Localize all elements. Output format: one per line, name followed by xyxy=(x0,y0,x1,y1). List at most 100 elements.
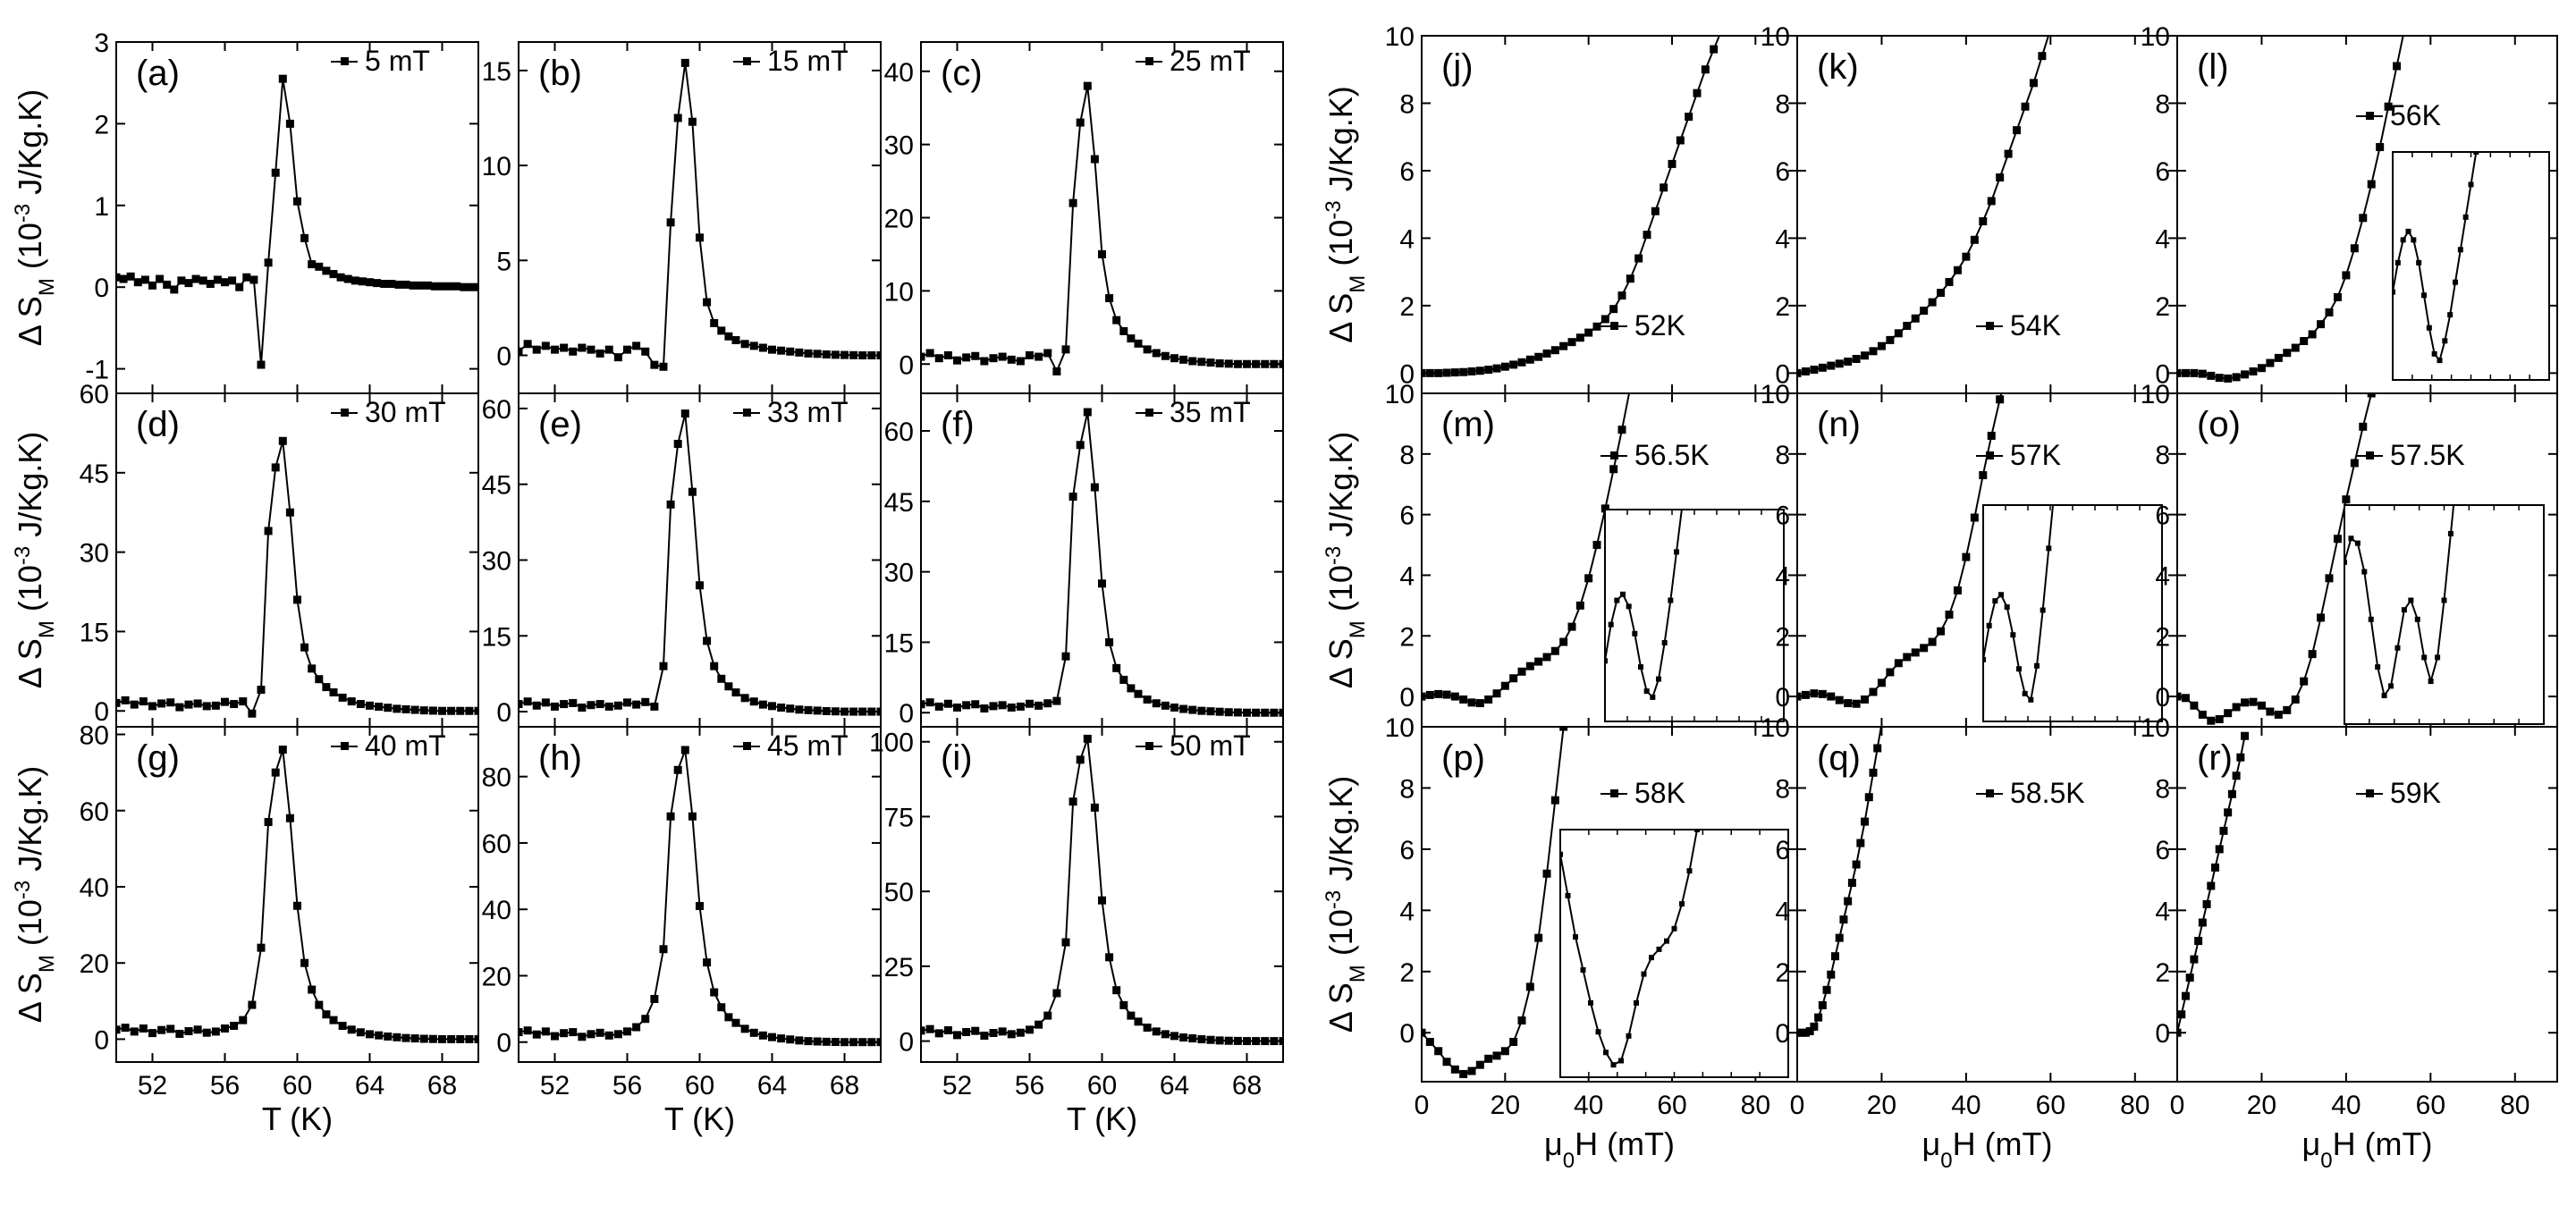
series-n-point xyxy=(1920,644,1929,653)
series-a-point xyxy=(133,278,142,287)
inset-series-p-point xyxy=(1603,1050,1609,1056)
inset-series-m-point xyxy=(1692,404,1697,409)
series-a-point xyxy=(387,280,396,289)
series-p-point xyxy=(1450,1065,1459,1074)
y-tick-label-l: 8 xyxy=(2155,89,2170,119)
y-tick-label-h: 40 xyxy=(482,896,511,925)
series-k-point xyxy=(1827,361,1836,370)
series-d-point xyxy=(410,705,419,714)
series-a-point xyxy=(264,258,273,267)
series-m-point xyxy=(1542,653,1551,662)
y-tick-label-r: 4 xyxy=(2155,897,2170,926)
y-tick-label-l: 6 xyxy=(2155,157,2170,187)
series-h-point xyxy=(587,1030,595,1039)
series-b-point xyxy=(786,347,795,356)
series-g-point xyxy=(116,1025,121,1034)
y-tick-label-p: 0 xyxy=(1399,1019,1415,1049)
y-label-delta-s: Δ S xyxy=(1322,293,1359,343)
series-h-point xyxy=(749,1028,758,1037)
y-tick-label-l: 0 xyxy=(2155,359,2170,389)
series-p-point xyxy=(1422,1028,1426,1037)
series-c-point xyxy=(971,351,980,360)
series-c-point xyxy=(934,354,943,363)
series-j-point xyxy=(1475,367,1484,375)
series-h-point xyxy=(703,958,712,967)
series-d-point xyxy=(393,704,401,713)
x-tick-label-p: 0 xyxy=(1415,1091,1430,1120)
legend-marker-h xyxy=(743,742,751,750)
series-e-point xyxy=(858,707,867,716)
series-p-point xyxy=(1442,1058,1451,1066)
series-m-point xyxy=(1609,465,1618,474)
series-q-point xyxy=(1877,727,1886,729)
inset-series-l-point xyxy=(2453,279,2458,285)
series-h-point xyxy=(523,1026,532,1035)
series-o-point xyxy=(2215,715,2224,724)
panel-g: 0 20 40 60 80 52 56 60 64 68 T (K) Δ SM (10-3 J/Kg.… xyxy=(11,721,479,1137)
series-q-point xyxy=(1839,915,1848,924)
series-j-point xyxy=(1500,362,1509,371)
series-c-point xyxy=(1261,359,1270,368)
series-k-point xyxy=(1979,217,1988,226)
y-label-delta-s: Δ S xyxy=(12,296,48,346)
series-g-point xyxy=(257,943,266,952)
series-b-point xyxy=(551,345,559,354)
x-tick-label-i: 64 xyxy=(1160,1071,1189,1100)
series-g-point xyxy=(356,1028,365,1037)
series-e-point xyxy=(551,702,559,711)
y-tick-label-h: 20 xyxy=(482,962,511,991)
x-label-mu: μ xyxy=(1544,1125,1563,1162)
inset-series-p-point xyxy=(1649,955,1654,961)
series-j-point xyxy=(1459,367,1468,376)
series-d-point xyxy=(257,686,266,695)
inset-series-m-point xyxy=(1614,597,1620,603)
x-tick-label-r: 40 xyxy=(2331,1091,2361,1120)
y-label-open: (10 xyxy=(12,899,48,955)
series-j-point xyxy=(1542,349,1551,358)
series-g-point xyxy=(384,1032,393,1041)
series-p-point xyxy=(1525,982,1534,991)
series-g-point xyxy=(308,985,317,994)
x-label-subscript: 0 xyxy=(1563,1149,1575,1173)
series-l-point xyxy=(2291,343,2300,352)
series-p-point xyxy=(1517,1016,1526,1025)
series-a-point xyxy=(257,360,266,369)
legend-marker-g xyxy=(341,742,349,750)
series-a-point xyxy=(177,276,186,285)
series-e-point xyxy=(613,701,622,710)
series-e-line xyxy=(519,413,881,713)
series-a-point xyxy=(221,278,229,287)
series-k-point xyxy=(1953,266,1962,274)
y-tick-label-f: 0 xyxy=(899,699,914,729)
inset-series-l-point xyxy=(2426,325,2432,331)
x-tick-label-h: 68 xyxy=(830,1071,859,1100)
series-i-point xyxy=(962,1028,971,1037)
inset-series-n-point xyxy=(2046,545,2052,552)
series-b-point xyxy=(696,233,704,242)
series-p-line xyxy=(1422,727,1565,1075)
inset-series-p-point xyxy=(1610,1062,1617,1068)
series-j-point xyxy=(1710,45,1719,54)
series-a-point xyxy=(184,279,193,288)
series-o-point xyxy=(2232,703,2241,712)
series-a-point xyxy=(228,276,237,285)
series-g-point xyxy=(428,1034,437,1043)
legend-marker-m xyxy=(1610,451,1618,459)
series-d-point xyxy=(139,697,148,706)
legend-label-i: 50 mT xyxy=(1170,729,1251,762)
y-tick-label-k: 8 xyxy=(1775,89,1790,119)
x-tick-label-i: 56 xyxy=(1015,1071,1044,1100)
y-tick-label-h: 0 xyxy=(496,1029,511,1058)
y-tick-label-a: 2 xyxy=(94,110,109,139)
series-j-point xyxy=(1651,207,1660,215)
y-tick-label-r: 6 xyxy=(2155,836,2170,865)
series-k-point xyxy=(1869,347,1878,356)
series-e-point xyxy=(822,706,831,715)
series-a-point xyxy=(140,275,149,284)
y-label-exponent: -3 xyxy=(1322,200,1346,219)
series-a-point xyxy=(438,282,446,291)
series-d-point xyxy=(322,683,331,692)
series-e-point xyxy=(740,694,749,703)
series-e-point xyxy=(666,500,675,509)
series-q-point xyxy=(1814,1013,1823,1022)
